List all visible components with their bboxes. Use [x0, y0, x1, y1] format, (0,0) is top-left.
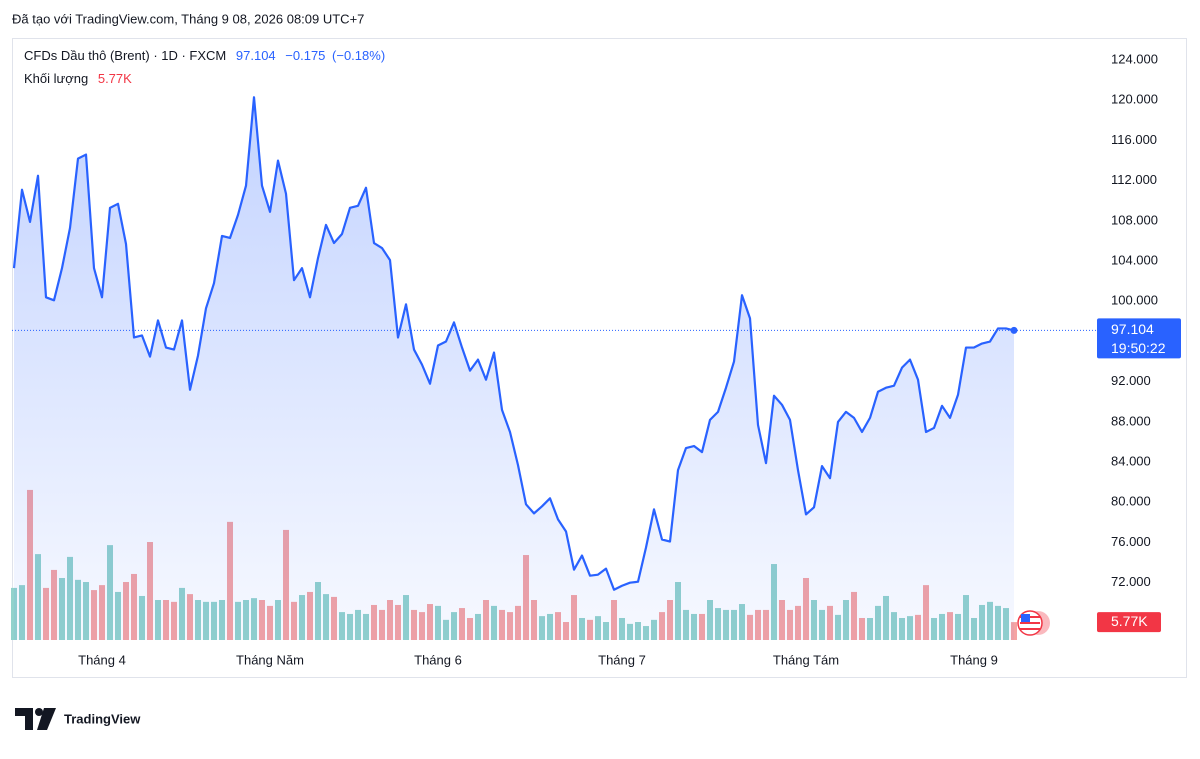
- flag-icon: [1017, 610, 1050, 636]
- y-tick-label: 124.000: [1111, 52, 1158, 67]
- volume-label-box: [1097, 612, 1161, 633]
- volume-name: Khối lượng: [24, 71, 88, 86]
- change-percent: (−0.18%): [332, 48, 385, 63]
- volume-label: 5.77K: [1111, 613, 1148, 629]
- price-line: [12, 96, 1015, 591]
- y-tick-label: 84.000: [1111, 454, 1151, 469]
- plot: 72.00076.00080.00084.00088.00092.00096.0…: [11, 52, 1181, 667]
- volume-last: 5.77K: [98, 71, 132, 86]
- y-tick-label: 88.000: [1111, 413, 1151, 428]
- price-label: 97.104: [1111, 321, 1154, 337]
- x-tick-label: Tháng Năm: [236, 652, 304, 667]
- legend-main: CFDs Dầu thô (Brent) · 1D · FXCM 97.104 …: [24, 48, 385, 63]
- legend-volume: Khối lượng 5.77K: [24, 71, 132, 86]
- x-tick-label: Tháng 9: [950, 652, 998, 667]
- y-tick-label: 80.000: [1111, 494, 1151, 509]
- y-tick-label: 100.000: [1111, 293, 1158, 308]
- countdown: 19:50:22: [1111, 340, 1166, 356]
- price-label-box: [1097, 318, 1181, 359]
- logo: TradingView: [15, 708, 141, 730]
- change: −0.175: [285, 48, 325, 63]
- last-price: 97.104: [236, 48, 276, 63]
- y-tick-label: 116.000: [1111, 132, 1157, 147]
- y-tick-label: 76.000: [1111, 534, 1151, 549]
- area-fill: [14, 97, 1014, 640]
- y-tick-label: 120.000: [1111, 92, 1158, 107]
- x-tick-label: Tháng 7: [598, 652, 646, 667]
- series-name: CFDs Dầu thô (Brent) · 1D · FXCM: [24, 48, 226, 63]
- x-tick-label: Tháng Tám: [773, 652, 839, 667]
- y-tick-label: 112.000: [1111, 172, 1157, 187]
- logo-text: TradingView: [64, 711, 141, 726]
- x-tick-label: Tháng 6: [414, 652, 462, 667]
- y-tick-label: 108.000: [1111, 212, 1158, 227]
- x-tick-label: Tháng 4: [78, 652, 126, 667]
- y-tick-label: 92.000: [1111, 373, 1151, 388]
- last-point: [1010, 326, 1018, 334]
- header: Đã tạo với TradingView.com, Tháng 9 08, …: [12, 11, 364, 26]
- y-tick-label: 72.000: [1111, 574, 1151, 589]
- chart-frame: [12, 38, 1187, 678]
- y-tick-label: 104.000: [1111, 253, 1158, 268]
